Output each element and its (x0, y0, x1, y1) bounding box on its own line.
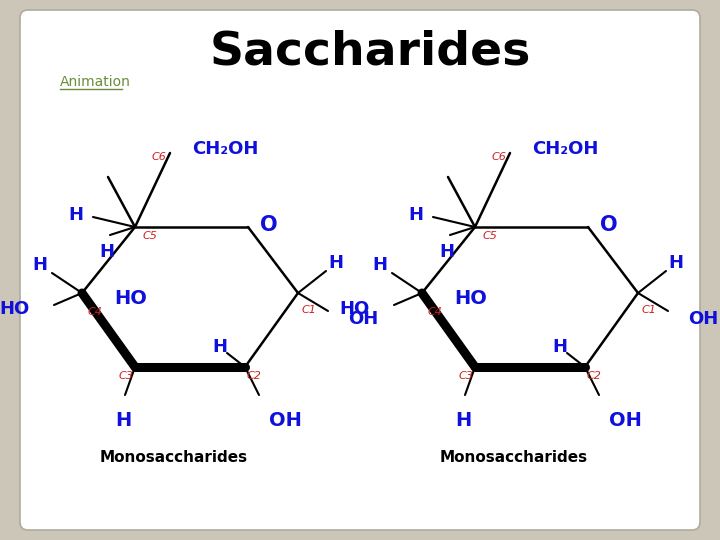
Text: C6: C6 (491, 152, 506, 162)
Text: C2: C2 (247, 371, 262, 381)
FancyBboxPatch shape (20, 10, 700, 530)
Text: C4: C4 (88, 307, 103, 317)
Text: Monosaccharides: Monosaccharides (100, 450, 248, 465)
Text: H: H (408, 206, 423, 224)
Text: Saccharides: Saccharides (210, 30, 531, 75)
Text: OH: OH (688, 310, 719, 328)
Text: Monosaccharides: Monosaccharides (440, 450, 588, 465)
Text: CH₂OH: CH₂OH (192, 140, 258, 158)
Text: C1: C1 (642, 305, 657, 315)
Text: H: H (68, 206, 83, 224)
Text: C3: C3 (458, 371, 473, 381)
Text: H: H (328, 254, 343, 272)
Text: O: O (260, 215, 278, 235)
Text: HO: HO (0, 300, 30, 318)
Text: HO: HO (340, 300, 370, 318)
Text: H: H (32, 256, 48, 274)
Text: C5: C5 (483, 231, 498, 241)
Text: C3: C3 (118, 371, 133, 381)
Text: OH: OH (348, 310, 378, 328)
Text: Animation: Animation (60, 75, 131, 89)
Text: OH: OH (269, 411, 302, 430)
Text: H: H (212, 338, 228, 356)
Text: HO: HO (454, 288, 487, 307)
Text: H: H (372, 256, 387, 274)
Text: H: H (552, 338, 567, 356)
Text: OH: OH (609, 411, 642, 430)
Text: H: H (115, 411, 131, 430)
Text: O: O (600, 215, 618, 235)
Text: C1: C1 (302, 305, 317, 315)
Text: CH₂OH: CH₂OH (532, 140, 598, 158)
Text: C4: C4 (428, 307, 443, 317)
Text: HO: HO (114, 288, 147, 307)
Text: C2: C2 (587, 371, 602, 381)
Text: H: H (668, 254, 683, 272)
Text: H: H (455, 411, 471, 430)
Text: H: H (99, 243, 114, 261)
Text: H: H (439, 243, 454, 261)
Text: C5: C5 (143, 231, 158, 241)
Text: C6: C6 (151, 152, 166, 162)
